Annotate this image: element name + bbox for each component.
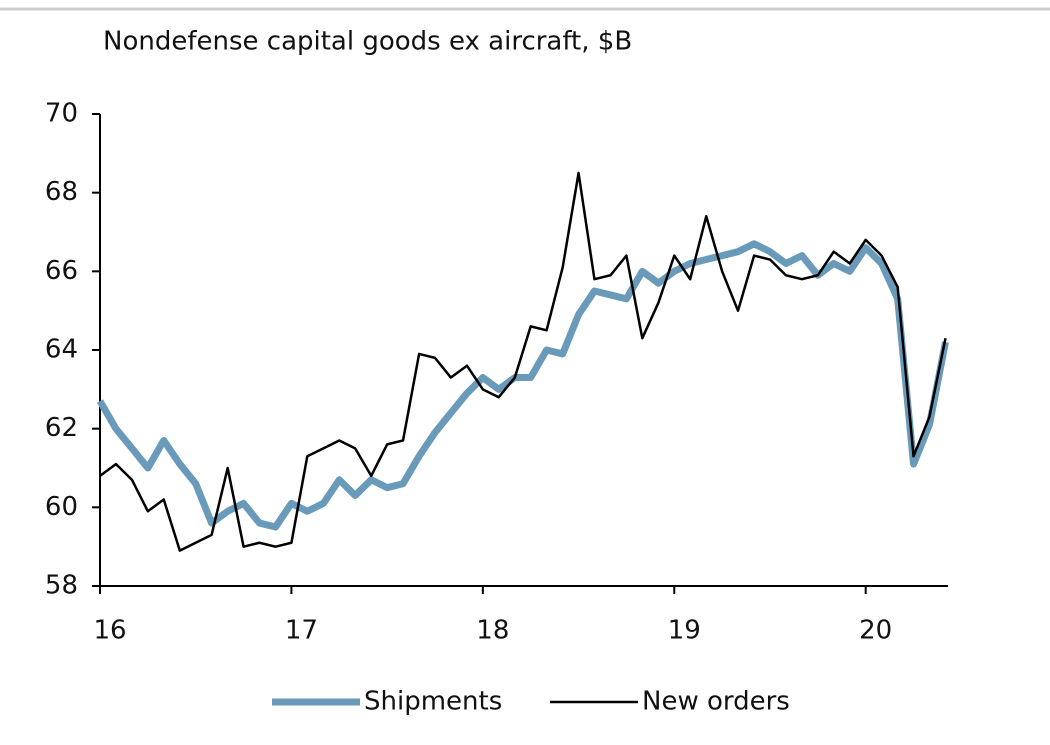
legend-label: New orders: [642, 687, 790, 717]
y-tick-label: 66: [45, 256, 78, 286]
y-tick-label: 64: [45, 335, 78, 365]
chart-title: Nondefense capital goods ex aircraft, $B: [103, 27, 632, 57]
y-tick-label: 68: [45, 177, 78, 207]
x-tick-label: 20: [859, 616, 892, 646]
x-tick-label: 18: [476, 616, 509, 646]
x-tick-label: 17: [285, 616, 318, 646]
y-tick-label: 62: [45, 413, 78, 443]
series-line: [96, 240, 949, 531]
y-tick-label: 70: [45, 99, 78, 129]
series-line: [99, 171, 947, 552]
legend-label: Shipments: [364, 687, 502, 717]
y-tick-label: 60: [45, 492, 78, 522]
y-tick-label: 58: [45, 571, 78, 601]
x-tick-label: 16: [93, 616, 126, 646]
x-tick-label: 19: [668, 616, 701, 646]
